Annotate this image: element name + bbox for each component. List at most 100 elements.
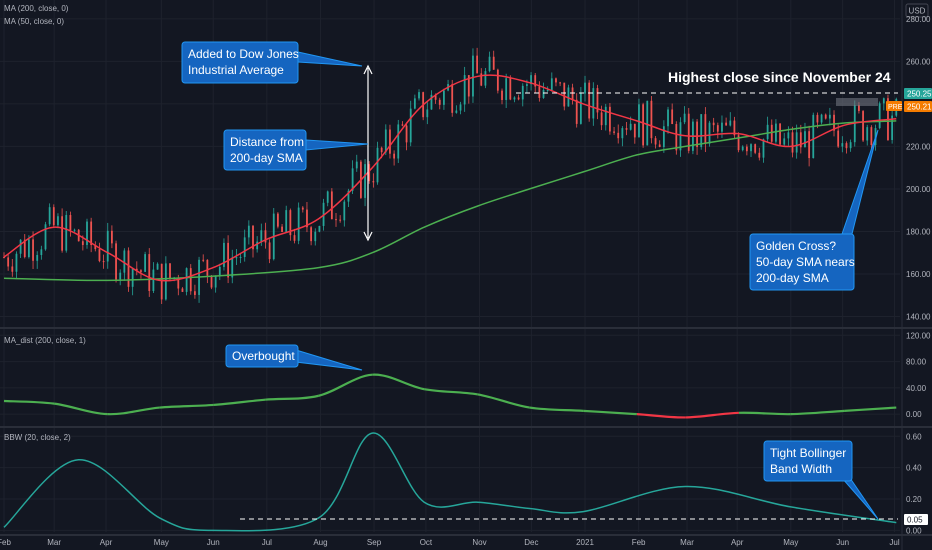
candle-body [206, 259, 209, 276]
ma50-indicator-label[interactable]: MA (50, close, 0) [4, 17, 64, 26]
candle-body [816, 114, 819, 123]
x-tick-label: Jun [207, 538, 220, 547]
x-tick-label: Feb [0, 538, 11, 547]
x-tick-label: Jun [836, 538, 849, 547]
last-price-tag [904, 88, 932, 99]
time-axis[interactable]: Feb Mar Apr May Jun Jul Aug Sep Oct Nov Dec 2021 Feb… [0, 538, 900, 547]
x-tick-label: Dec [524, 538, 538, 547]
ma-dist-segment [159, 403, 214, 409]
candle-body [563, 82, 566, 107]
candle-body [384, 129, 387, 153]
candle-body [243, 237, 246, 257]
ma-dist-segment [583, 409, 637, 416]
bbw-indicator-label[interactable]: BBW (20, close, 2) [4, 433, 71, 442]
candle-body [413, 98, 416, 109]
candle-body [650, 100, 653, 139]
candle-body [596, 88, 599, 113]
candle-body [426, 109, 429, 118]
price-scale[interactable]: USD 280.00260.00240.00220.00200.00180.00… [886, 3, 932, 535]
candle-body [409, 108, 412, 143]
candle-body [741, 146, 744, 151]
callout-distance-line-1: Distance from [230, 135, 304, 149]
x-tick-label: Apr [100, 538, 113, 547]
candle-body [3, 256, 5, 258]
candle-body [98, 249, 101, 262]
x-tick-label: May [154, 538, 169, 547]
x-tick-label: Aug [313, 538, 327, 547]
ma200-indicator-label[interactable]: MA (200, close, 0) [4, 4, 69, 13]
candle-body [779, 123, 781, 145]
candle-body [36, 255, 39, 261]
x-tick-label: Mar [47, 538, 61, 547]
candle-body [704, 114, 707, 144]
candle-body [19, 239, 22, 254]
candle-body [123, 250, 126, 273]
ma-dist-segment [213, 398, 266, 407]
candle-body [700, 114, 703, 148]
candle-body [621, 128, 624, 139]
candle-body [314, 231, 317, 242]
candle-body [683, 113, 686, 123]
pre-market-price-tag-value: 250.21 [907, 103, 932, 112]
y-tick-label: 40.00 [906, 384, 927, 393]
candle-body [492, 56, 495, 70]
candle-body [501, 90, 503, 100]
candle-body [721, 122, 723, 132]
callout-tight-bbw[interactable]: Tight Bollinger Band Width [763, 440, 879, 520]
candle-body [654, 138, 657, 145]
callout-golden-cross[interactable]: Golden Cross? 50-day SMA nears 200-day S… [749, 129, 879, 291]
ma-dist-segment [738, 411, 791, 416]
candle-body [550, 78, 553, 90]
y-tick-label: 120.00 [906, 331, 931, 340]
candle-body [111, 230, 113, 244]
candle-body [343, 201, 346, 221]
candle-body [480, 73, 483, 86]
candle-body [189, 268, 192, 292]
candle-body [81, 241, 84, 245]
callout-tight-box [763, 440, 853, 482]
candle-body [256, 241, 259, 250]
candle-body [94, 245, 97, 250]
callout-dow[interactable]: Added to Dow Jones Industrial Average [181, 41, 363, 84]
candle-body [90, 221, 93, 246]
candle-body [488, 56, 491, 72]
ma-dist-segment [54, 402, 108, 416]
x-tick-label: Mar [680, 538, 694, 547]
y-tick-label: 140.00 [906, 312, 931, 321]
ma50-line [3, 74, 897, 282]
x-tick-label: Oct [420, 538, 433, 547]
ma-dist-indicator-label[interactable]: MA_dist (200, close, 1) [4, 336, 86, 345]
bbw-line [3, 432, 897, 532]
candle-body [862, 111, 864, 141]
candle-body [438, 99, 441, 105]
y-tick-label: 0.40 [906, 464, 922, 473]
candle-body [509, 78, 512, 100]
candle-body [11, 266, 14, 272]
callout-overbought[interactable]: Overbought [225, 344, 363, 371]
candle-body [783, 138, 786, 145]
annotation-guides: Highest close since November 24 [240, 64, 898, 520]
candle-body [870, 127, 873, 146]
candle-body [131, 268, 134, 287]
candle-body [326, 191, 329, 203]
candle-body [476, 55, 479, 74]
y-tick-label: 220.00 [906, 142, 931, 151]
candle-body [160, 263, 163, 300]
candle-body [662, 126, 665, 147]
candle-body [264, 230, 267, 243]
candle-body [679, 122, 682, 151]
candle-body [575, 99, 578, 124]
candle-body [169, 263, 171, 279]
candle-body [882, 98, 885, 104]
candle-body [592, 88, 595, 119]
ma-dist-segment [529, 406, 584, 412]
candle-body [671, 109, 674, 125]
candle-body [351, 168, 354, 191]
last-price-tag-value: 250.25 [907, 90, 932, 99]
callout-distance[interactable]: Distance from 200-day SMA [223, 129, 369, 171]
candle-body [177, 277, 180, 289]
callout-overbought-box [225, 344, 299, 368]
callout-golden-line-2: 50-day SMA nears [756, 255, 855, 269]
